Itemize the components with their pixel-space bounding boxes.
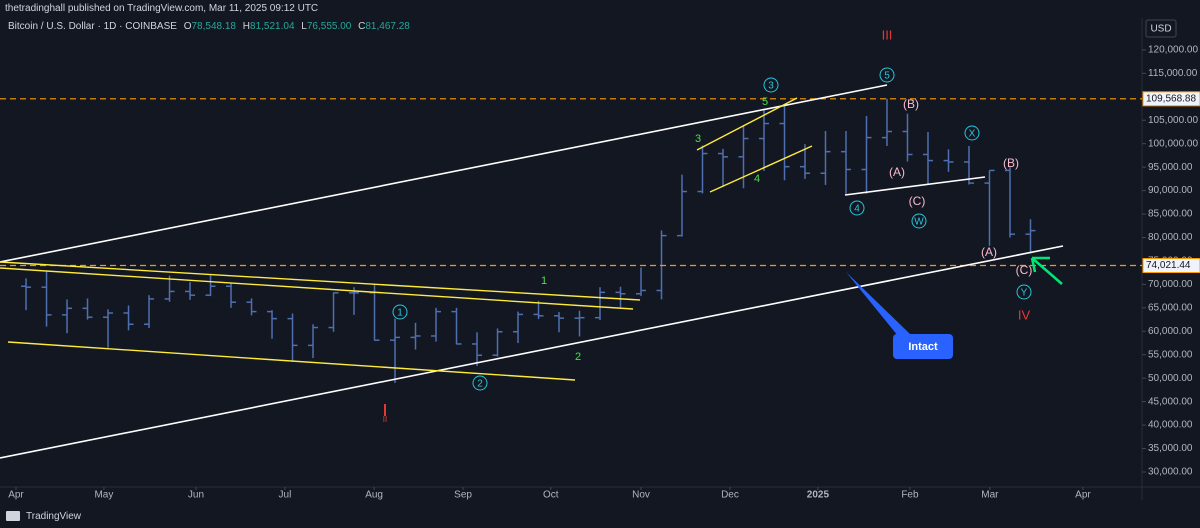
label-circle xyxy=(472,375,488,391)
y-tick-label: 45,000.00 xyxy=(1148,396,1193,407)
y-tick-label: 90,000.00 xyxy=(1148,185,1193,196)
wave-label: 2 xyxy=(477,379,483,390)
y-tick-label: 80,000.00 xyxy=(1148,232,1193,243)
wave-label: (C) xyxy=(1016,263,1033,277)
wave-label: (B) xyxy=(1003,156,1019,170)
x-tick-label: Mar xyxy=(981,490,999,501)
logo xyxy=(6,511,20,521)
label-circle xyxy=(911,213,927,229)
price-tag-label: 109,568.88 xyxy=(1146,93,1196,104)
wave-label: 2 xyxy=(575,351,581,363)
label-circle xyxy=(1016,284,1032,300)
x-tick-label: Aug xyxy=(365,490,383,501)
wave-label: 1 xyxy=(397,308,403,319)
wave-label: 5 xyxy=(762,96,768,108)
header: thetradinghall published on TradingView.… xyxy=(5,3,319,14)
x-tick-label: Dec xyxy=(721,490,739,501)
x-tick-label: Feb xyxy=(901,490,919,501)
wave-label: 4 xyxy=(754,173,760,185)
legend-value: 81,521.04 xyxy=(250,21,295,32)
legend-key: L xyxy=(301,21,307,32)
wave-label: (A) xyxy=(981,245,997,259)
wave-label: X xyxy=(969,129,976,140)
wave-label: (C) xyxy=(909,194,926,208)
x-tick-label: Jul xyxy=(279,490,292,501)
y-tick-label: 50,000.00 xyxy=(1148,373,1193,384)
label-circle xyxy=(964,125,980,141)
legend-value: 81,467.28 xyxy=(365,21,410,32)
legend-key: C xyxy=(358,21,366,32)
y-tick-label: 55,000.00 xyxy=(1148,349,1193,360)
y-tick-label: 70,000.00 xyxy=(1148,279,1193,290)
x-tick-label: Sep xyxy=(454,490,472,501)
trendline xyxy=(0,245,1064,459)
wave-label: (B) xyxy=(903,97,919,111)
footer: TradingView xyxy=(26,511,82,522)
x-tick-label: Jun xyxy=(188,490,204,501)
x-tick-label: 2025 xyxy=(807,490,830,501)
callout-pointer xyxy=(846,272,910,336)
trendlines xyxy=(0,84,1064,459)
price-tag xyxy=(1142,91,1200,107)
wave-label: III xyxy=(882,27,893,42)
y-tick-label: 40,000.00 xyxy=(1148,420,1193,431)
x-tick-label: Oct xyxy=(543,490,559,501)
currency: USD xyxy=(1150,24,1171,35)
trendline xyxy=(0,261,641,301)
legend-key: H xyxy=(242,21,251,32)
arrow xyxy=(1030,256,1063,285)
label-circle xyxy=(763,77,779,93)
legend: Bitcoin / U.S. Dollar · 1D · COINBASE O7… xyxy=(8,21,410,32)
wave-label: 1 xyxy=(541,275,547,287)
wave-label: 4 xyxy=(854,204,860,215)
y-tick-label: 115,000.00 xyxy=(1148,68,1198,79)
trendline xyxy=(844,176,986,196)
price-tag xyxy=(1142,258,1200,274)
label-circle xyxy=(849,200,865,216)
wave-label: Y xyxy=(1021,288,1028,299)
x-tick-label: May xyxy=(94,490,113,501)
trendline xyxy=(0,267,634,310)
wave-label: W xyxy=(914,217,924,228)
wave-label: II xyxy=(383,415,387,424)
legend-key: O xyxy=(183,21,192,32)
wave-label: IV xyxy=(1018,307,1031,322)
y-tick-label: 65,000.00 xyxy=(1148,302,1193,313)
y-tick-label: 85,000.00 xyxy=(1148,209,1193,220)
callout-text: Intact xyxy=(908,341,938,353)
yellow-lines xyxy=(0,97,813,381)
x-tick-label: Nov xyxy=(632,490,650,501)
trendline xyxy=(7,341,576,381)
currency-box xyxy=(1145,19,1177,38)
trendline xyxy=(0,84,888,263)
wave-label: 5 xyxy=(884,71,890,82)
symbol: Bitcoin / U.S. Dollar · 1D · COINBASE xyxy=(8,21,177,32)
y-tick-label: 120,000.00 xyxy=(1148,45,1198,56)
wave-label: (A) xyxy=(889,165,905,179)
y-tick-label: 35,000.00 xyxy=(1148,443,1193,454)
wave-label: 3 xyxy=(768,81,774,92)
wave-labels: III 3 5 5 3 4 (B) X (A) (B) 4 (C) W (A) … xyxy=(383,27,1033,424)
y-tick-label: 30,000.00 xyxy=(1148,467,1193,478)
trendline xyxy=(709,145,813,193)
label-circle xyxy=(879,67,895,83)
price-tag-label: 74,021.44 xyxy=(1146,260,1191,271)
legend-value: 76,555.00 xyxy=(306,21,352,32)
x-tick-label: Apr xyxy=(1075,490,1091,501)
legend-value: 78,548.18 xyxy=(191,21,237,32)
x-tick-label: Apr xyxy=(8,490,24,501)
trendline xyxy=(696,97,798,151)
y-tick-label: 105,000.00 xyxy=(1148,115,1198,126)
y-tick-label: 60,000.00 xyxy=(1148,326,1193,337)
callout xyxy=(893,334,953,359)
wave-label: 3 xyxy=(695,133,701,145)
y-tick-label: 95,000.00 xyxy=(1148,162,1193,173)
label-circle xyxy=(392,304,408,320)
y-tick-label: 100,000.00 xyxy=(1148,138,1198,149)
plot: 30,000.00 35,000.00 40,000.00 45,000.00 50,0… xyxy=(0,45,1200,501)
